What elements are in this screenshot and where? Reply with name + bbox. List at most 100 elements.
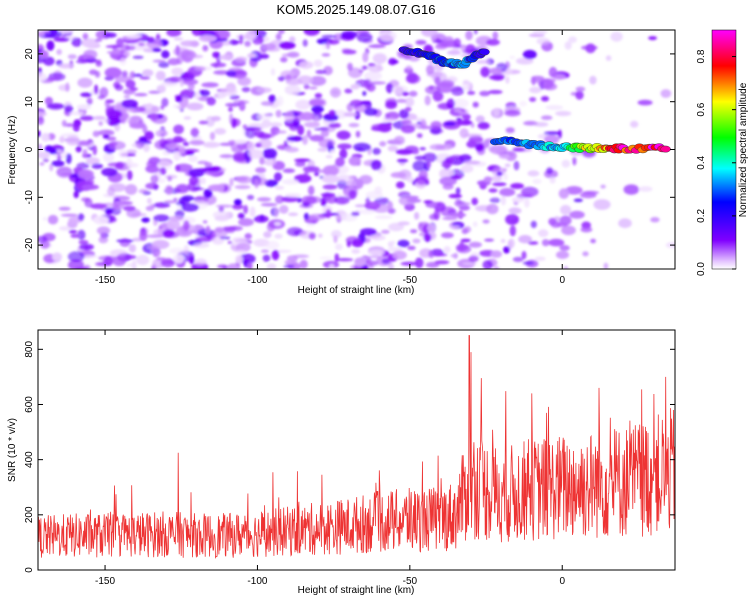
heatmap-cell <box>501 195 506 206</box>
heatmap-cell <box>77 229 86 240</box>
heatmap-cell <box>98 121 103 126</box>
heatmap-cell <box>486 203 499 215</box>
heatmap-cell <box>134 93 148 97</box>
heatmap-cell <box>101 167 118 177</box>
heatmap-cell <box>351 239 364 248</box>
heatmap-cell <box>153 214 170 222</box>
heatmap-cell <box>605 55 612 61</box>
heatmap-cell <box>46 77 58 81</box>
heatmap-cell <box>404 67 414 74</box>
heatmap-cell <box>41 132 50 142</box>
heatmap-cell <box>303 83 310 90</box>
heatmap-cell <box>563 265 569 269</box>
heatmap-cell <box>158 61 170 68</box>
heatmap-cell <box>387 145 398 152</box>
heatmap-cell <box>104 207 114 215</box>
heatmap-cell <box>201 82 219 88</box>
heatmap-cell <box>302 135 308 145</box>
heatmap-cell <box>155 130 165 134</box>
heatmap-cell <box>152 47 162 52</box>
heatmap-cell <box>471 197 479 206</box>
heatmap-cell <box>505 127 515 134</box>
heatmap-cell <box>169 215 184 221</box>
heatmap-cell <box>450 225 461 229</box>
heatmap-cell <box>145 182 159 190</box>
snr-panel: -150 -100 -50 0 0 200 400 600 800 Height of str… <box>7 329 676 596</box>
heatmap-cell <box>493 266 500 269</box>
heatmap-cell <box>169 76 183 83</box>
heatmap-cell <box>194 91 201 100</box>
heatmap-cell <box>508 207 522 214</box>
heatmap-cell <box>529 97 537 102</box>
heatmap-cell <box>396 158 409 163</box>
heatmap-cell <box>189 176 199 186</box>
heatmap-cell <box>190 127 199 138</box>
chart-title: KOM5.2025.149.08.07.G16 <box>276 2 435 17</box>
heatmap-cell <box>385 101 397 109</box>
heatmap-cell <box>555 250 570 259</box>
heatmap-cell <box>603 262 609 269</box>
snr-y-label: SNR (10 * v/v) <box>7 418 18 482</box>
heatmap-cell <box>351 248 361 254</box>
heatmap-cell <box>365 191 384 199</box>
heatmap-cell <box>166 186 173 190</box>
heatmap-cell <box>368 44 386 49</box>
heatmap-cell <box>77 169 94 179</box>
heatmap-cell <box>129 71 136 79</box>
heatmap-cell <box>406 72 418 83</box>
heatmap-cell <box>340 30 358 39</box>
heatmap-cell <box>236 175 252 184</box>
heatmap-cell <box>38 72 47 82</box>
heatmap-cell <box>419 125 434 130</box>
heatmap-cell <box>400 261 418 266</box>
heatmap-cell <box>558 188 570 199</box>
heatmap-cell <box>247 53 257 58</box>
heatmap-cell <box>95 261 112 267</box>
heatmap-cell <box>486 39 500 46</box>
heatmap-cell <box>415 175 429 185</box>
heatmap-cell <box>424 95 431 106</box>
heatmap-cell <box>245 30 257 41</box>
heatmap-cell <box>181 203 199 212</box>
heatmap-cell <box>533 122 549 127</box>
heatmap-cell <box>400 124 416 134</box>
heatmap-cell <box>210 62 227 68</box>
heatmap-cell <box>522 261 535 265</box>
heatmap-cell <box>529 86 542 94</box>
heatmap-cell <box>572 156 577 166</box>
heatmap-cell <box>299 111 315 121</box>
heatmap-cell <box>527 170 540 177</box>
y-tick-label: -20 <box>24 237 35 252</box>
y-tick-label: 600 <box>24 396 35 413</box>
heatmap-cell <box>505 76 510 84</box>
heatmap-cell <box>538 229 549 238</box>
heatmap-feature <box>490 136 671 154</box>
colorbar-tick-label: 0.4 <box>696 155 707 169</box>
heatmap-cell <box>364 260 379 267</box>
heatmap-cell <box>288 212 299 217</box>
heatmap-cell <box>339 148 348 159</box>
heatmap-cell <box>175 45 181 56</box>
heatmap-cell <box>274 233 283 239</box>
heatmap-cell <box>453 202 471 206</box>
heatmap-cell <box>268 122 283 127</box>
heatmap-cell <box>246 194 255 200</box>
heatmap-cell <box>280 56 288 63</box>
heatmap-cell <box>153 202 171 209</box>
heatmap-cell <box>78 240 89 245</box>
heatmap-cell <box>257 87 272 93</box>
heatmap-cell <box>212 229 228 238</box>
heatmap-cell <box>194 258 207 266</box>
heatmap-cell <box>397 221 410 226</box>
heatmap-cell <box>490 250 503 258</box>
heatmap-cell <box>428 249 435 259</box>
heatmap-cell <box>367 249 385 256</box>
heatmap-cell <box>451 86 464 96</box>
heatmap-cell <box>322 184 338 190</box>
heatmap-cell <box>241 86 251 93</box>
heatmap-cell <box>38 151 51 159</box>
heatmap-cell <box>543 131 562 135</box>
heatmap-cell <box>361 65 368 70</box>
heatmap-cell <box>441 232 454 239</box>
